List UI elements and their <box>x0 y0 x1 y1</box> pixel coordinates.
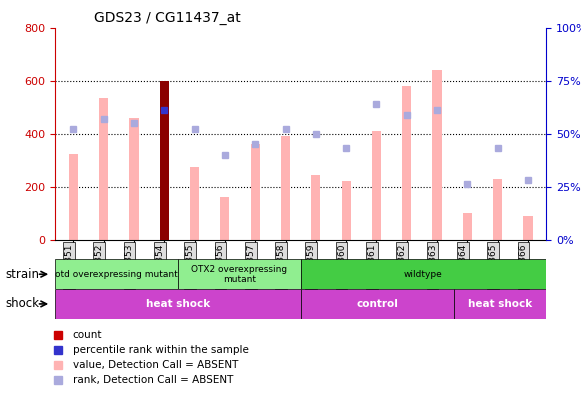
Text: OTX2 overexpressing
mutant: OTX2 overexpressing mutant <box>191 265 288 284</box>
Bar <box>301 289 454 319</box>
Bar <box>402 86 411 240</box>
Bar <box>493 179 502 240</box>
Bar <box>432 70 442 240</box>
Text: control: control <box>356 299 399 309</box>
Bar <box>372 131 381 240</box>
Bar <box>220 197 229 240</box>
Text: percentile rank within the sample: percentile rank within the sample <box>73 345 249 355</box>
Bar <box>99 98 108 240</box>
Text: GDS23 / CG11437_at: GDS23 / CG11437_at <box>95 11 241 25</box>
Text: heat shock: heat shock <box>468 299 532 309</box>
Bar <box>55 289 301 319</box>
Text: wildtype: wildtype <box>404 270 443 279</box>
Bar <box>454 289 546 319</box>
Bar <box>311 175 320 240</box>
Text: rank, Detection Call = ABSENT: rank, Detection Call = ABSENT <box>73 375 233 385</box>
Bar <box>190 167 199 240</box>
Text: strain: strain <box>6 268 40 281</box>
Bar <box>69 154 78 240</box>
Text: heat shock: heat shock <box>146 299 210 309</box>
Text: value, Detection Call = ABSENT: value, Detection Call = ABSENT <box>73 360 238 370</box>
Bar <box>55 259 178 289</box>
Bar <box>342 181 351 240</box>
Text: count: count <box>73 329 102 340</box>
Bar <box>250 144 260 240</box>
Bar <box>281 136 290 240</box>
Text: otd overexpressing mutant: otd overexpressing mutant <box>55 270 178 279</box>
Bar <box>160 81 169 240</box>
Bar <box>523 216 533 240</box>
Text: shock: shock <box>6 297 40 310</box>
Bar <box>130 118 138 240</box>
Bar <box>178 259 301 289</box>
Bar <box>301 259 546 289</box>
Bar <box>463 213 472 240</box>
